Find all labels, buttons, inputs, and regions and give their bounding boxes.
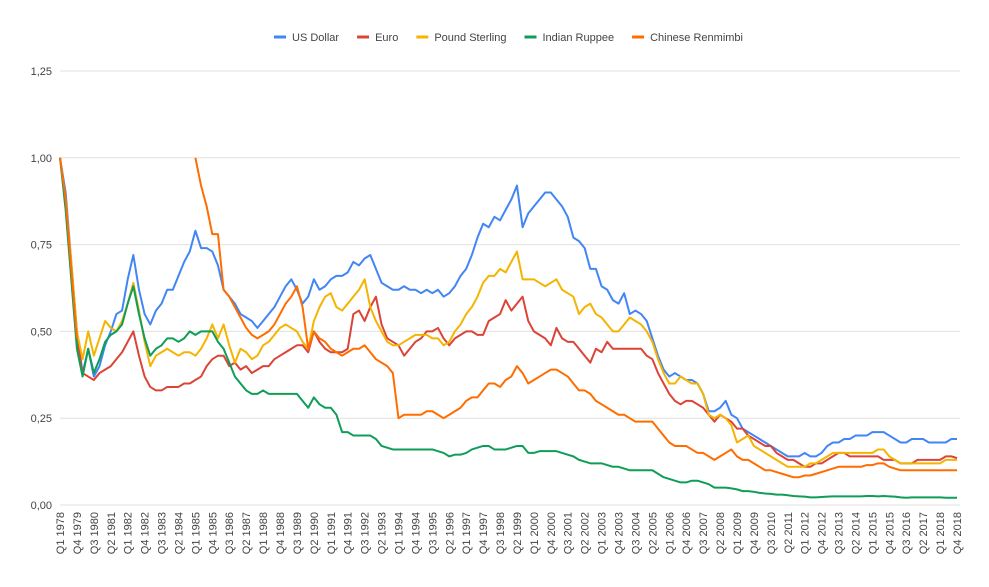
x-tick-label: Q1 2015	[867, 512, 879, 554]
x-tick-label: Q2 2017	[918, 512, 930, 554]
x-tick-label: Q3 2001	[563, 512, 575, 554]
x-tick-label: Q4 2018	[952, 512, 964, 554]
x-tick-label: Q3 1995	[427, 512, 439, 554]
y-tick-label: 1,00	[31, 153, 52, 165]
x-tick-label: Q1 2012	[800, 512, 812, 554]
x-tick-label: Q2 2005	[647, 512, 659, 554]
x-tick-label: Q1 1997	[461, 512, 473, 554]
x-tick-label: Q2 1981	[106, 512, 118, 554]
legend-label: Euro	[375, 32, 398, 44]
x-tick-label: Q3 1980	[89, 512, 101, 554]
x-tick-label: Q4 2012	[817, 512, 829, 554]
x-tick-label: Q3 2013	[834, 512, 846, 554]
x-tick-label: Q2 2002	[580, 512, 592, 554]
x-tick-label: Q3 1983	[157, 512, 169, 554]
x-tick-label: Q3 2004	[630, 512, 642, 554]
y-tick-label: 1,25	[31, 66, 52, 78]
x-tick-label: Q1 2009	[732, 512, 744, 554]
x-tick-label: Q4 2006	[681, 512, 693, 554]
x-tick-label: Q2 1993	[377, 512, 389, 554]
x-tick-label: Q4 2009	[749, 512, 761, 554]
x-tick-label: Q3 1989	[292, 512, 304, 554]
x-tick-label: Q2 1990	[309, 512, 321, 554]
x-tick-label: Q2 1984	[173, 512, 185, 554]
x-tick-label: Q1 1988	[258, 512, 270, 554]
x-tick-label: Q1 1982	[123, 512, 135, 554]
x-tick-label: Q3 2016	[901, 512, 913, 554]
legend-item: US Dollar	[274, 32, 339, 44]
x-tick-label: Q4 1997	[478, 512, 490, 554]
y-tick-label: 0,25	[31, 413, 52, 425]
series-line	[59, 157, 957, 458]
x-tick-label: Q3 1998	[495, 512, 507, 554]
legend-label: Indian Ruppee	[543, 32, 615, 44]
y-tick-label: 0,00	[31, 500, 52, 512]
legend-item: Chinese Renmimbi	[632, 32, 743, 44]
x-tick-label: Q4 2000	[546, 512, 558, 554]
legend-label: Chinese Renmimbi	[650, 32, 743, 44]
legend-item: Pound Sterling	[416, 32, 507, 44]
x-tick-label: Q1 2018	[935, 512, 947, 554]
x-tick-label: Q3 2007	[698, 512, 710, 554]
x-tick-label: Q4 1991	[343, 512, 355, 554]
x-tick-label: Q2 1996	[444, 512, 456, 554]
x-tick-label: Q2 1987	[241, 512, 253, 554]
x-tick-label: Q3 2010	[766, 512, 778, 554]
x-tick-label: Q4 2015	[884, 512, 896, 554]
series-line	[59, 157, 957, 479]
legend-label: US Dollar	[292, 32, 339, 44]
x-tick-label: Q1 1978	[55, 512, 67, 554]
x-tick-label: Q4 1979	[72, 512, 84, 554]
series-line	[59, 157, 957, 499]
x-tick-label: Q1 1985	[190, 512, 202, 554]
x-tick-label: Q2 2008	[715, 512, 727, 554]
x-tick-label: Q4 1985	[207, 512, 219, 554]
x-tick-label: Q1 1994	[393, 512, 405, 554]
legend-item: Indian Ruppee	[524, 32, 615, 44]
x-tick-label: Q2 2014	[850, 512, 862, 554]
x-tick-label: Q2 1999	[512, 512, 524, 554]
x-tick-label: Q1 1991	[326, 512, 338, 554]
x-tick-label: Q1 2003	[597, 512, 609, 554]
x-tick-label: Q4 2003	[614, 512, 626, 554]
x-tick-label: Q1 2000	[529, 512, 541, 554]
x-tick-label: Q4 1982	[140, 512, 152, 554]
x-tick-label: Q4 1988	[275, 512, 287, 554]
legend-item: Euro	[357, 32, 398, 44]
x-tick-label: Q3 1992	[360, 512, 372, 554]
x-tick-label: Q2 2011	[783, 512, 795, 553]
y-tick-label: 0,75	[31, 240, 52, 252]
x-tick-label: Q1 2006	[664, 512, 676, 554]
legend-label: Pound Sterling	[434, 32, 506, 44]
y-tick-label: 0,50	[31, 326, 52, 338]
series-line	[59, 157, 958, 468]
x-tick-label: Q3 1986	[224, 512, 236, 554]
x-tick-label: Q4 1994	[410, 512, 422, 554]
